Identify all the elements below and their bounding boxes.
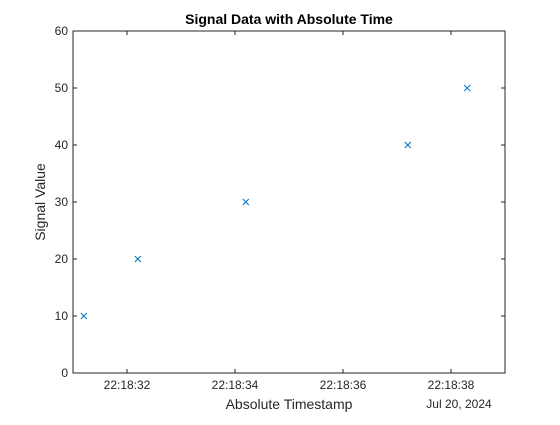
y-tick-label: 50 [55,81,69,95]
x-tick-label: 22:18:34 [212,378,259,392]
x-tick-label: 22:18:38 [428,378,475,392]
y-axis-label: Signal Value [32,163,48,241]
y-tick-label: 10 [55,309,69,323]
chart-title: Signal Data with Absolute Time [185,11,393,27]
data-point [463,84,471,92]
y-tick-label: 0 [61,366,68,380]
x-axis-date-label: Jul 20, 2024 [426,397,492,411]
data-point [80,312,88,320]
y-tick-label: 40 [55,138,69,152]
data-point [242,198,250,206]
plot-area: 0 10 20 30 40 50 60 22:18:32 22:18:34 22:18:36 22:… [55,24,506,392]
axes-box [72,30,506,374]
data-point [404,141,412,149]
data-point [134,255,142,263]
x-tick-label: 22:18:36 [320,378,367,392]
x-tick-label: 22:18:32 [104,378,151,392]
y-tick-label: 60 [55,24,69,38]
y-tick-label: 30 [55,195,69,209]
x-axis-label: Absolute Timestamp [226,396,353,412]
y-tick-label: 20 [55,252,69,266]
